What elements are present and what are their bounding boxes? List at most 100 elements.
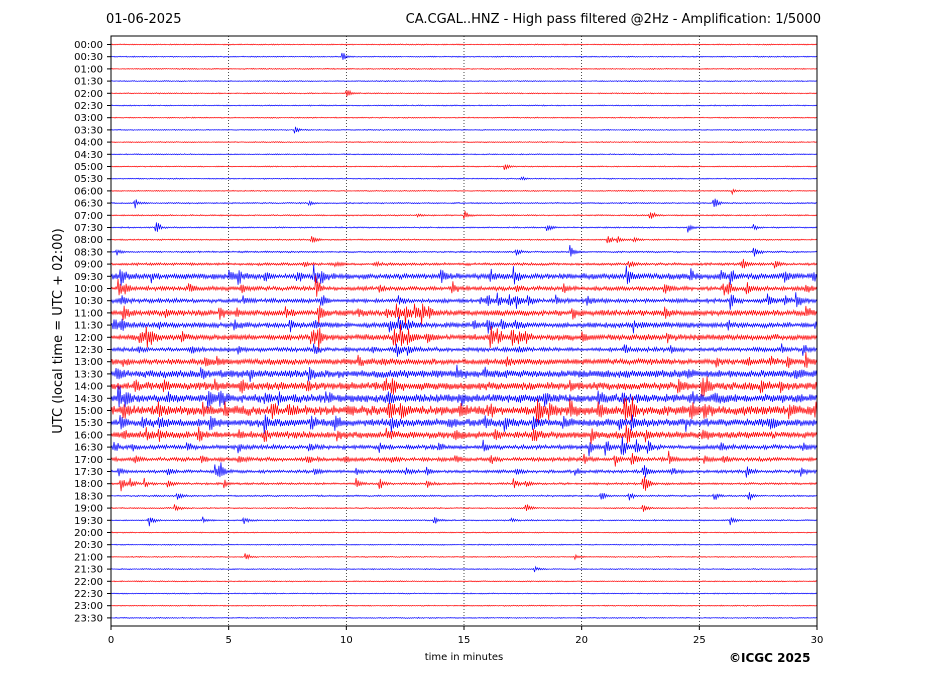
y-tick-label: 21:00 bbox=[74, 552, 103, 563]
y-tick-label: 05:00 bbox=[74, 162, 103, 173]
y-tick-label: 13:00 bbox=[74, 357, 103, 368]
y-tick-label: 07:00 bbox=[74, 211, 103, 222]
copyright-label: ©ICGC 2025 bbox=[729, 651, 811, 665]
y-tick-label: 17:00 bbox=[74, 455, 103, 466]
y-tick-label: 21:30 bbox=[74, 565, 103, 576]
trace-row-2200 bbox=[110, 580, 818, 583]
y-tick-label: 10:30 bbox=[74, 296, 103, 307]
y-tick-label: 03:30 bbox=[74, 125, 103, 136]
trace-row-0430 bbox=[110, 153, 818, 156]
trace-row-2230 bbox=[110, 592, 818, 595]
trace-row-2030 bbox=[110, 543, 818, 546]
y-tick-label: 01:00 bbox=[74, 64, 103, 75]
y-tick-label: 09:00 bbox=[74, 260, 103, 271]
trace-row-0500 bbox=[110, 164, 818, 170]
x-tick-label: 15 bbox=[458, 635, 471, 646]
y-tick-label: 16:30 bbox=[74, 443, 103, 454]
y-axis-label: UTC (local time = UTC + 02:00) bbox=[51, 228, 66, 433]
trace-row-1000 bbox=[110, 275, 818, 297]
trace-row-1930 bbox=[110, 516, 818, 527]
trace-row-1730 bbox=[110, 462, 818, 478]
trace-row-2000 bbox=[110, 531, 818, 534]
trace-row-0330 bbox=[110, 126, 818, 134]
trace-row-0530 bbox=[110, 176, 818, 181]
y-tick-label: 00:30 bbox=[74, 52, 103, 63]
trace-layer bbox=[110, 43, 818, 619]
trace-row-1500 bbox=[110, 396, 818, 426]
x-axis-label: time in minutes bbox=[425, 652, 504, 663]
y-tick-label: 04:30 bbox=[74, 150, 103, 161]
trace-row-0700 bbox=[110, 210, 818, 220]
trace-row-1800 bbox=[110, 476, 818, 492]
y-tick-label: 08:30 bbox=[74, 247, 103, 258]
y-tick-label: 13:30 bbox=[74, 369, 103, 380]
trace-row-1400 bbox=[110, 376, 818, 397]
x-tick-label: 20 bbox=[575, 635, 588, 646]
y-tick-label: 06:30 bbox=[74, 199, 103, 210]
y-tick-label: 03:00 bbox=[74, 113, 103, 124]
y-tick-label: 12:30 bbox=[74, 345, 103, 356]
trace-row-0300 bbox=[110, 116, 818, 119]
trace-row-0900 bbox=[110, 258, 818, 269]
y-tick-label: 14:00 bbox=[74, 382, 103, 393]
trace-row-1100 bbox=[110, 303, 818, 325]
trace-row-1200 bbox=[110, 324, 818, 350]
y-tick-label: 00:00 bbox=[74, 40, 103, 51]
y-tick-label: 12:00 bbox=[74, 333, 103, 344]
y-tick-label: 08:00 bbox=[74, 235, 103, 246]
y-tick-label: 16:00 bbox=[74, 430, 103, 441]
x-tick-label: 25 bbox=[693, 635, 706, 646]
trace-row-0730 bbox=[110, 222, 818, 233]
trace-row-1900 bbox=[110, 504, 818, 512]
y-tick-label: 15:30 bbox=[74, 418, 103, 429]
trace-row-1530 bbox=[110, 414, 818, 434]
y-tick-label: 23:30 bbox=[74, 613, 103, 624]
trace-row-1030 bbox=[110, 292, 818, 310]
trace-row-0600 bbox=[110, 188, 818, 196]
y-tick-label: 05:30 bbox=[74, 174, 103, 185]
trace-row-1230 bbox=[110, 343, 818, 357]
y-tick-label: 02:00 bbox=[74, 89, 103, 100]
y-tick-label: 17:30 bbox=[74, 467, 103, 478]
y-tick-label: 02:30 bbox=[74, 101, 103, 112]
trace-row-1630 bbox=[110, 436, 818, 457]
y-tick-label: 22:00 bbox=[74, 577, 103, 588]
trace-row-2300 bbox=[110, 604, 818, 607]
trace-row-2130 bbox=[110, 565, 818, 573]
trace-row-1300 bbox=[110, 352, 818, 369]
trace-row-0800 bbox=[110, 236, 818, 244]
x-axis: 0 5 10 15 20 25 30 bbox=[108, 626, 823, 646]
y-tick-label: 14:30 bbox=[74, 394, 103, 405]
x-tick-label: 5 bbox=[225, 635, 231, 646]
trace-row-0000 bbox=[110, 43, 818, 46]
trace-row-2100 bbox=[110, 553, 818, 561]
x-tick-label: 10 bbox=[340, 635, 353, 646]
trace-row-1600 bbox=[110, 424, 818, 445]
date-label: 01-06-2025 bbox=[106, 12, 182, 27]
trace-row-0030 bbox=[110, 52, 818, 60]
trace-row-0400 bbox=[110, 141, 818, 144]
trace-row-0830 bbox=[110, 244, 818, 257]
trace-row-1330 bbox=[110, 364, 818, 382]
trace-row-0200 bbox=[110, 89, 818, 97]
y-tick-label: 23:00 bbox=[74, 601, 103, 612]
trace-row-1130 bbox=[110, 316, 818, 334]
trace-row-0100 bbox=[110, 67, 818, 70]
y-tick-label: 11:00 bbox=[74, 308, 103, 319]
y-tick-label: 18:00 bbox=[74, 479, 103, 490]
trace-row-0930 bbox=[110, 264, 818, 286]
y-tick-label: 20:30 bbox=[74, 540, 103, 551]
y-tick-label: 06:00 bbox=[74, 186, 103, 197]
trace-row-0630 bbox=[110, 198, 818, 209]
y-tick-label: 15:00 bbox=[74, 406, 103, 417]
trace-row-1700 bbox=[110, 450, 818, 467]
y-tick-label: 19:00 bbox=[74, 504, 103, 515]
y-tick-label: 01:30 bbox=[74, 77, 103, 88]
grid-layer bbox=[228, 36, 700, 626]
y-tick-label: 11:30 bbox=[74, 321, 103, 332]
trace-row-2330 bbox=[110, 616, 818, 619]
y-tick-label: 19:30 bbox=[74, 516, 103, 527]
